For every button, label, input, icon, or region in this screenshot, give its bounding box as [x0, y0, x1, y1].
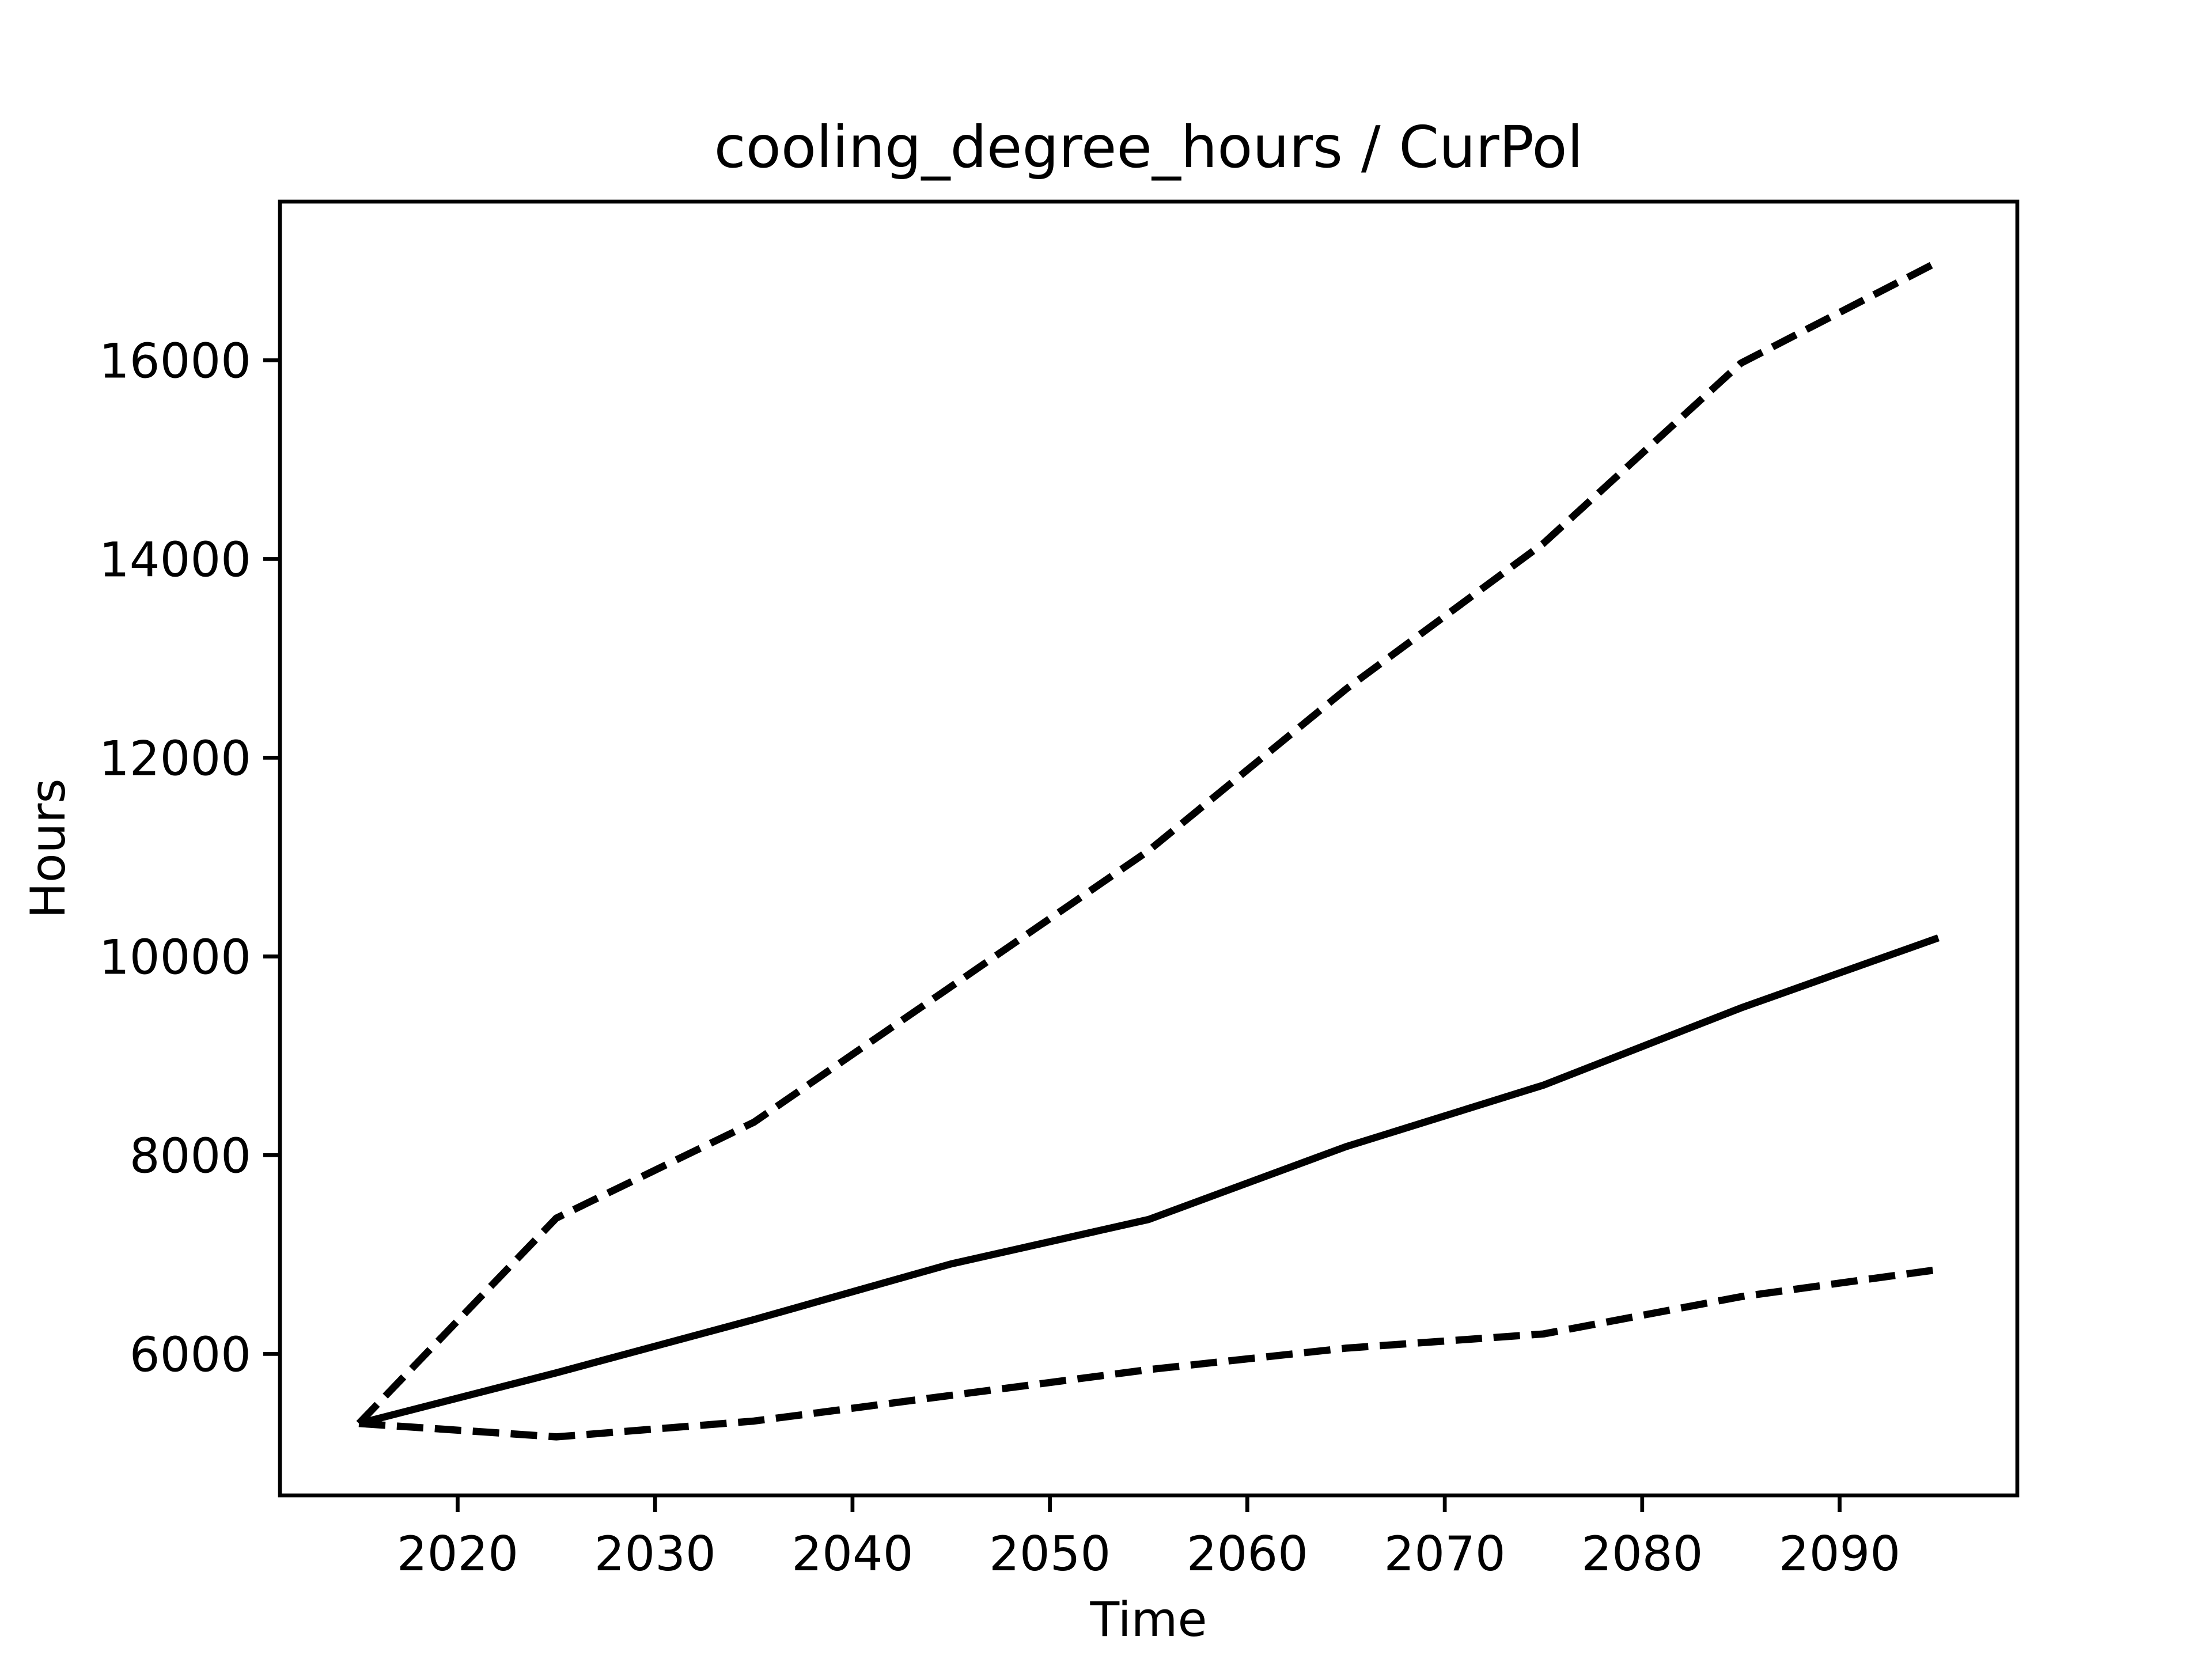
y-tick-label: 10000 — [99, 929, 251, 985]
x-tick-label: 2040 — [791, 1526, 913, 1582]
x-tick-label: 2090 — [1779, 1526, 1900, 1582]
line-series — [356, 258, 1940, 1426]
x-tick-label: 2080 — [1581, 1526, 1703, 1582]
x-tick-label: 2020 — [397, 1526, 518, 1582]
y-tick-label: 8000 — [130, 1128, 251, 1184]
axes-frame — [278, 199, 2020, 1498]
y-axis-label: Hours — [20, 778, 76, 918]
y-tick-label: 12000 — [99, 730, 251, 786]
y-tick-label: 16000 — [99, 333, 251, 389]
line-series — [358, 934, 1940, 1427]
x-tick-label: 2050 — [989, 1526, 1111, 1582]
x-tick-label: 2030 — [594, 1526, 716, 1582]
y-tick-label: 6000 — [130, 1327, 251, 1382]
x-axis-label: Time — [1089, 1592, 1207, 1647]
chart-title: cooling_degree_hours / CurPol — [714, 113, 1584, 181]
x-tick-label: 2070 — [1384, 1526, 1505, 1582]
x-tick-label: 2060 — [1187, 1526, 1308, 1582]
y-tick-label: 14000 — [99, 532, 251, 588]
